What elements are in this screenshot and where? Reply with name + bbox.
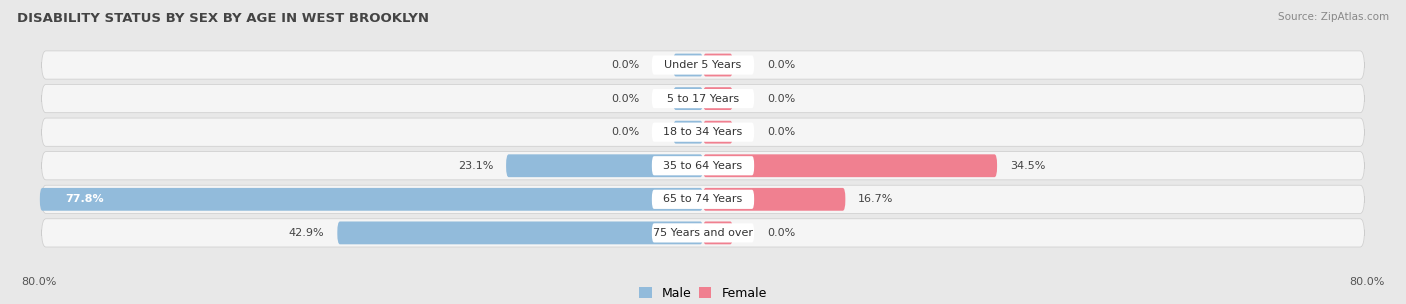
Text: 77.8%: 77.8% (66, 194, 104, 204)
Text: 18 to 34 Years: 18 to 34 Years (664, 127, 742, 137)
FancyBboxPatch shape (42, 185, 1364, 213)
FancyBboxPatch shape (652, 190, 754, 209)
Text: DISABILITY STATUS BY SEX BY AGE IN WEST BROOKLYN: DISABILITY STATUS BY SEX BY AGE IN WEST … (17, 12, 429, 25)
Text: 0.0%: 0.0% (766, 127, 796, 137)
FancyBboxPatch shape (703, 188, 845, 211)
Text: 23.1%: 23.1% (458, 161, 494, 171)
FancyBboxPatch shape (703, 87, 733, 110)
FancyBboxPatch shape (652, 123, 754, 142)
Text: 16.7%: 16.7% (858, 194, 893, 204)
Text: Source: ZipAtlas.com: Source: ZipAtlas.com (1278, 12, 1389, 22)
Text: 0.0%: 0.0% (610, 60, 640, 70)
FancyBboxPatch shape (703, 121, 733, 143)
Text: 80.0%: 80.0% (21, 277, 56, 287)
FancyBboxPatch shape (673, 87, 703, 110)
FancyBboxPatch shape (39, 188, 703, 211)
FancyBboxPatch shape (42, 118, 1364, 146)
FancyBboxPatch shape (652, 223, 754, 243)
FancyBboxPatch shape (652, 55, 754, 74)
FancyBboxPatch shape (42, 51, 1364, 79)
FancyBboxPatch shape (337, 222, 703, 244)
FancyBboxPatch shape (652, 156, 754, 175)
Text: 0.0%: 0.0% (766, 228, 796, 238)
Text: 75 Years and over: 75 Years and over (652, 228, 754, 238)
FancyBboxPatch shape (42, 152, 1364, 180)
FancyBboxPatch shape (703, 54, 733, 76)
FancyBboxPatch shape (703, 222, 733, 244)
Text: 0.0%: 0.0% (766, 60, 796, 70)
Text: 65 to 74 Years: 65 to 74 Years (664, 194, 742, 204)
FancyBboxPatch shape (506, 154, 703, 177)
Text: 0.0%: 0.0% (610, 94, 640, 104)
FancyBboxPatch shape (673, 121, 703, 143)
Text: 0.0%: 0.0% (610, 127, 640, 137)
FancyBboxPatch shape (673, 54, 703, 76)
FancyBboxPatch shape (42, 219, 1364, 247)
Text: 34.5%: 34.5% (1010, 161, 1045, 171)
FancyBboxPatch shape (703, 154, 997, 177)
Text: 42.9%: 42.9% (288, 228, 325, 238)
Text: 80.0%: 80.0% (1350, 277, 1385, 287)
Text: Under 5 Years: Under 5 Years (665, 60, 741, 70)
Text: 0.0%: 0.0% (766, 94, 796, 104)
Legend: Male, Female: Male, Female (634, 282, 772, 304)
Text: 35 to 64 Years: 35 to 64 Years (664, 161, 742, 171)
FancyBboxPatch shape (652, 89, 754, 108)
FancyBboxPatch shape (42, 85, 1364, 113)
Text: 5 to 17 Years: 5 to 17 Years (666, 94, 740, 104)
